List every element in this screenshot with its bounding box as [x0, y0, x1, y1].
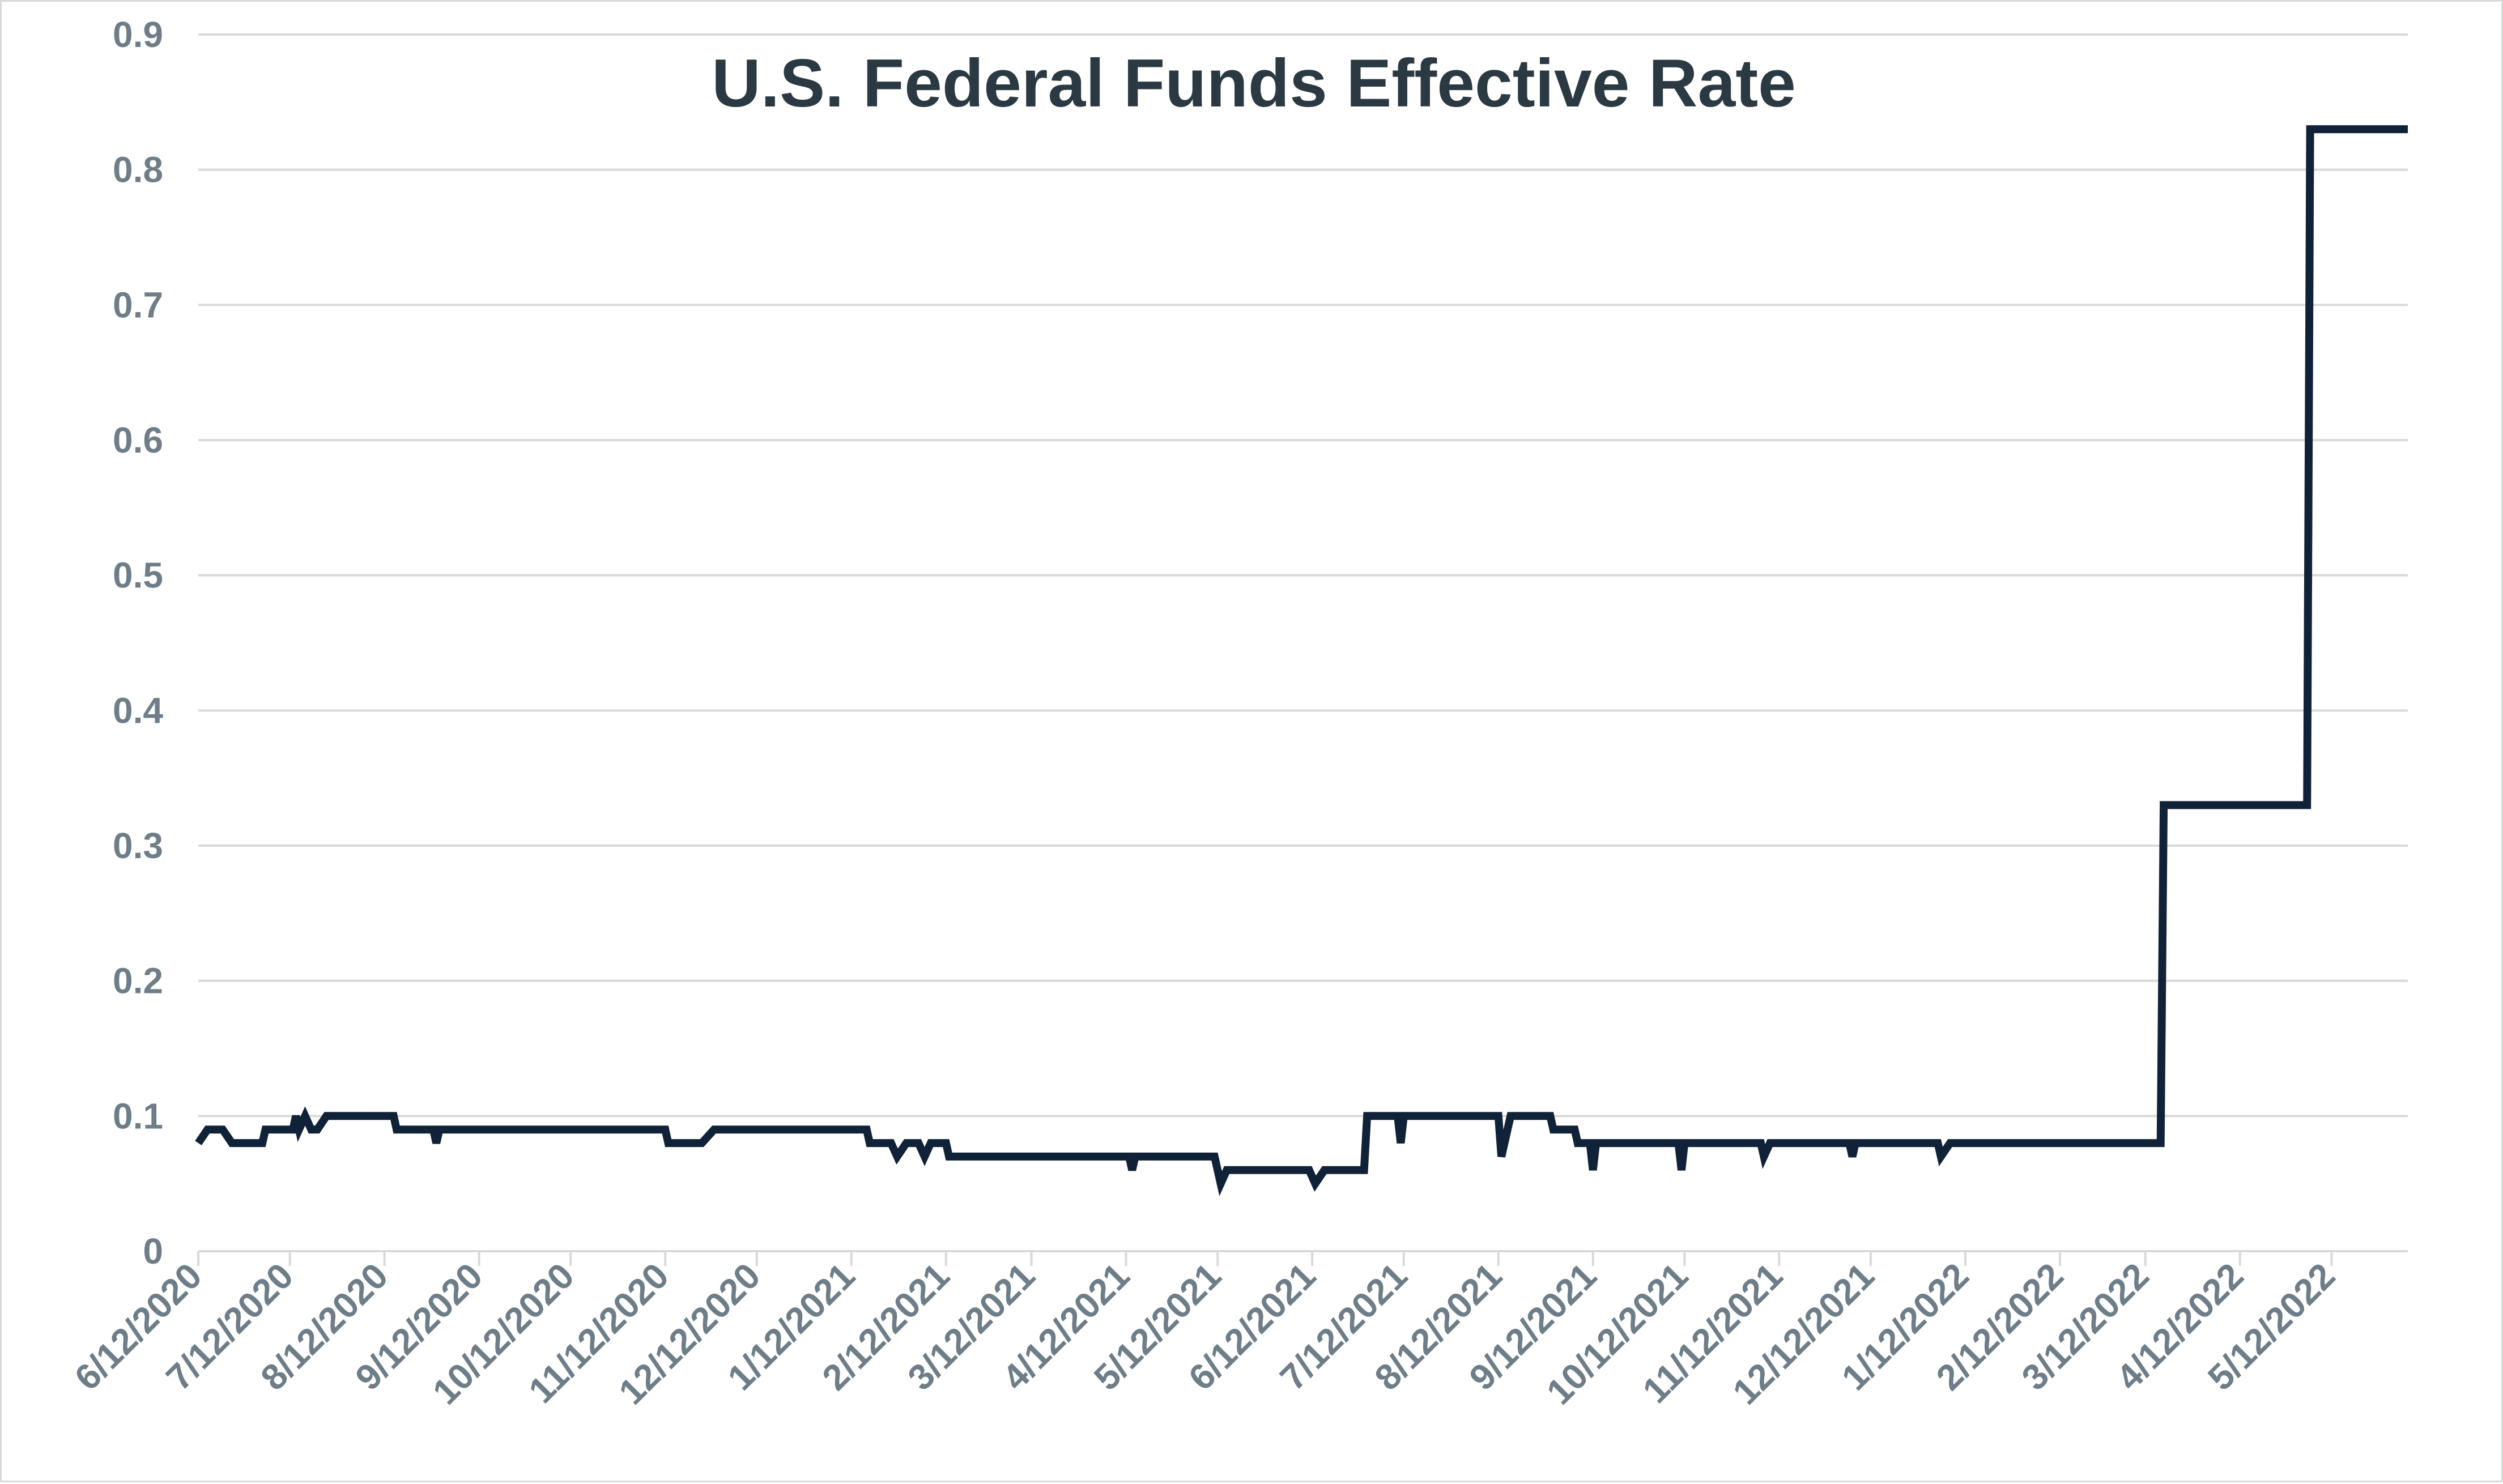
y-tick-label: 0.2 — [113, 961, 163, 1001]
y-tick-label: 0.6 — [113, 420, 163, 460]
y-tick-label: 0.4 — [113, 690, 163, 731]
y-tick-label: 0.1 — [113, 1095, 163, 1136]
x-axis-ticks: 6/12/20207/12/20208/12/20209/12/202010/1… — [67, 1255, 2343, 1412]
series-layer — [195, 125, 2408, 1196]
y-tick-label: 0 — [143, 1231, 163, 1272]
y-tick-label: 0.5 — [113, 555, 163, 596]
chart-title: U.S. Federal Funds Effective Rate — [712, 45, 1796, 121]
series-line — [195, 125, 2408, 1196]
y-tick-label: 0.7 — [113, 284, 163, 325]
y-tick-label: 0.9 — [113, 14, 163, 55]
gridlines — [197, 33, 2408, 1266]
y-tick-label: 0.3 — [113, 825, 163, 866]
y-axis-ticks: 0 0.1 0.2 0.3 0.4 0.5 0.6 0.7 0.8 0.9 — [113, 14, 163, 1272]
y-tick-label: 0.8 — [113, 150, 163, 190]
